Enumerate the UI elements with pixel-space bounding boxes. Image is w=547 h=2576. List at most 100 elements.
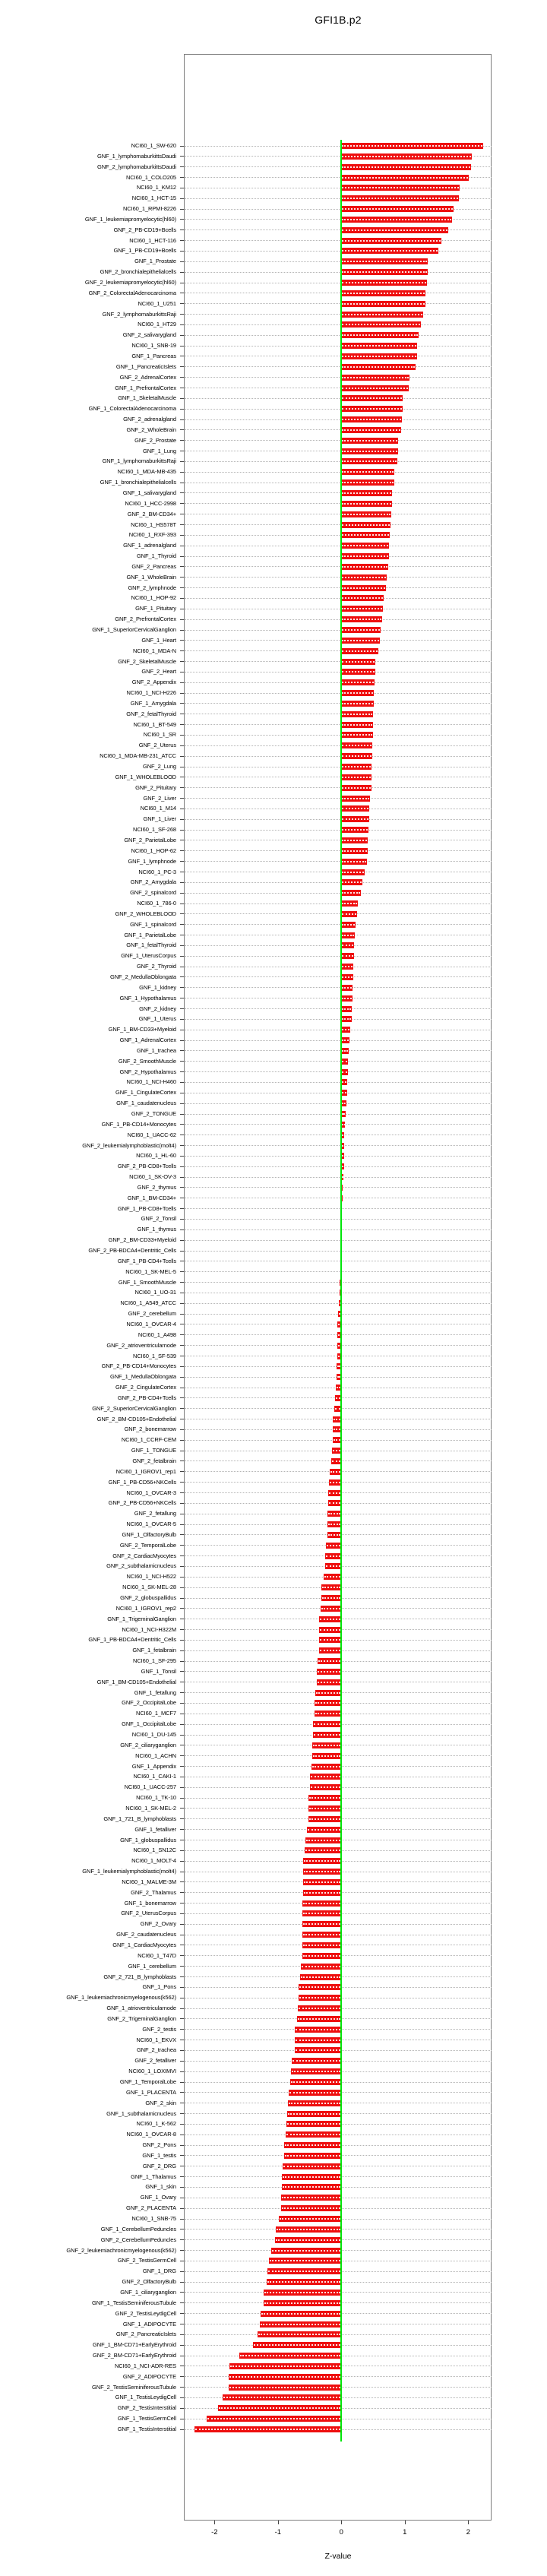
- bar: [228, 2384, 342, 2391]
- row-label: GNF_1_MedullaOblongata: [109, 1373, 176, 1381]
- row-label: NCI60_1_EKVX: [136, 2036, 176, 2043]
- row-label: NCI60_1_MOLT-4: [131, 1857, 176, 1865]
- bar: [337, 1321, 342, 1328]
- row-label: GNF_1_SmoothMuscle: [118, 1278, 176, 1286]
- bar: [280, 2205, 342, 2212]
- bar: [296, 2015, 342, 2022]
- bar: [341, 574, 387, 581]
- row-label: GNF_2_PB-CD4+Tcells: [117, 1394, 176, 1401]
- bar: [341, 774, 372, 780]
- bar: [303, 1889, 342, 1896]
- y-axis-tick: [180, 1734, 184, 1736]
- row-label: NCI60_1_HT29: [138, 321, 176, 328]
- x-axis-tick: [277, 2521, 279, 2524]
- row-gridline: [185, 987, 492, 989]
- bar: [278, 2216, 342, 2223]
- row-label: GNF_1_adrenalgland: [123, 542, 176, 549]
- row-label: GNF_1_cerebellum: [128, 1962, 177, 1970]
- row-gridline: [185, 250, 492, 252]
- bar: [341, 890, 362, 897]
- bar: [319, 1626, 342, 1633]
- bar: [341, 984, 353, 991]
- bar: [341, 143, 483, 149]
- bar: [341, 932, 355, 938]
- y-axis-tick: [180, 1176, 184, 1178]
- bar: [341, 879, 362, 886]
- row-label: GNF_1_CardiacMyocytes: [112, 1941, 176, 1948]
- bar: [341, 543, 389, 549]
- bar: [341, 1016, 352, 1023]
- row-label: NCI60_1_RXF-393: [128, 531, 176, 539]
- row-label: GNF_2_TemporalLobe: [119, 1541, 176, 1549]
- bar: [223, 2394, 342, 2401]
- row-label: NCI60_1_ACHN: [135, 1752, 176, 1759]
- row-gridline: [185, 650, 492, 652]
- y-axis-tick: [180, 1671, 184, 1673]
- bar: [304, 1847, 342, 1854]
- bar: [341, 669, 375, 676]
- row-label: GNF_1_leukemialymphoblastic(molt4): [82, 1868, 176, 1875]
- row-label: GNF_2_bronchialepithelialcells: [100, 268, 176, 276]
- row-label: NCI60_1_HCT-116: [129, 236, 176, 244]
- row-label: GNF_1_TestisGermCell: [117, 2415, 176, 2423]
- row-label: GNF_2_SmoothMuscle: [118, 1057, 176, 1065]
- row-label: GNF_2_Thalamus: [131, 1888, 176, 1896]
- row-gridline: [185, 619, 492, 620]
- y-axis-tick: [180, 2060, 184, 2062]
- row-label: NCI60_1_A498: [138, 1331, 176, 1338]
- row-gridline: [185, 1187, 492, 1188]
- y-axis-tick: [180, 1597, 184, 1599]
- bar: [341, 627, 381, 633]
- row-gridline: [185, 1313, 492, 1315]
- row-label: GNF_1_CerebellumPeduncles: [100, 2225, 176, 2233]
- y-axis-tick: [180, 1524, 184, 1525]
- row-label: GNF_1_Hypothalamus: [119, 994, 177, 1002]
- y-axis-tick: [180, 1808, 184, 1809]
- row-label: GNF_1_kidney: [139, 983, 176, 991]
- y-axis-tick: [180, 703, 184, 704]
- y-axis-tick: [180, 429, 184, 431]
- row-label: NCI60_1_OVCAR-3: [126, 1489, 176, 1496]
- bar: [269, 2258, 342, 2264]
- row-label: NCI60_1_DU-145: [131, 1731, 176, 1739]
- row-label: NCI60_1_OVCAR-8: [126, 2131, 176, 2138]
- row-label: GNF_2_fetallung: [134, 1510, 176, 1517]
- bar: [267, 2268, 342, 2275]
- row-gridline: [185, 945, 492, 946]
- y-axis-tick: [180, 1471, 184, 1473]
- bar: [341, 606, 383, 612]
- row-label: GNF_1_Pituitary: [135, 605, 176, 612]
- row-label: GNF_2_PancreaticIslets: [115, 2331, 176, 2338]
- bar: [311, 1763, 342, 1770]
- row-gridline: [185, 850, 492, 852]
- y-axis-tick: [180, 1460, 184, 1462]
- bar: [315, 1689, 342, 1696]
- y-axis-tick: [180, 208, 184, 210]
- row-label: GNF_2_721_B_lymphoblasts: [103, 1973, 176, 1980]
- y-axis-tick: [180, 2218, 184, 2220]
- y-axis-tick: [180, 755, 184, 757]
- row-label: GNF_2_ColorectalAdenocarcinoma: [88, 289, 177, 296]
- row-label: GNF_1_TestisInterstitial: [117, 2426, 176, 2432]
- bar: [300, 1963, 342, 1970]
- row-label: GNF_2_adrenalgland: [123, 416, 176, 423]
- y-axis-tick: [180, 640, 184, 641]
- row-label: GNF_2_atrioventricularnode: [106, 1341, 176, 1349]
- y-axis-tick: [180, 2239, 184, 2241]
- bar: [292, 2058, 342, 2065]
- row-label: GNF_2_Pons: [142, 2141, 177, 2149]
- row-label: GNF_1_TestisSeminiferousTubule: [92, 2299, 176, 2306]
- y-axis-tick: [180, 955, 184, 957]
- bar: [297, 2005, 342, 2012]
- x-axis-tick: [404, 2521, 406, 2524]
- bar: [294, 2047, 342, 2054]
- bar: [307, 1826, 342, 1833]
- row-label: GNF_2_PrefrontalCortex: [115, 616, 176, 623]
- row-label: GNF_1_ColorectalAdenocarcinoma: [88, 405, 177, 413]
- row-label: GNF_1_Lung: [142, 447, 176, 454]
- y-axis-tick: [180, 1397, 184, 1399]
- bar: [341, 216, 452, 223]
- bar: [315, 1710, 342, 1717]
- row-gridline: [185, 924, 492, 926]
- bar: [341, 721, 374, 728]
